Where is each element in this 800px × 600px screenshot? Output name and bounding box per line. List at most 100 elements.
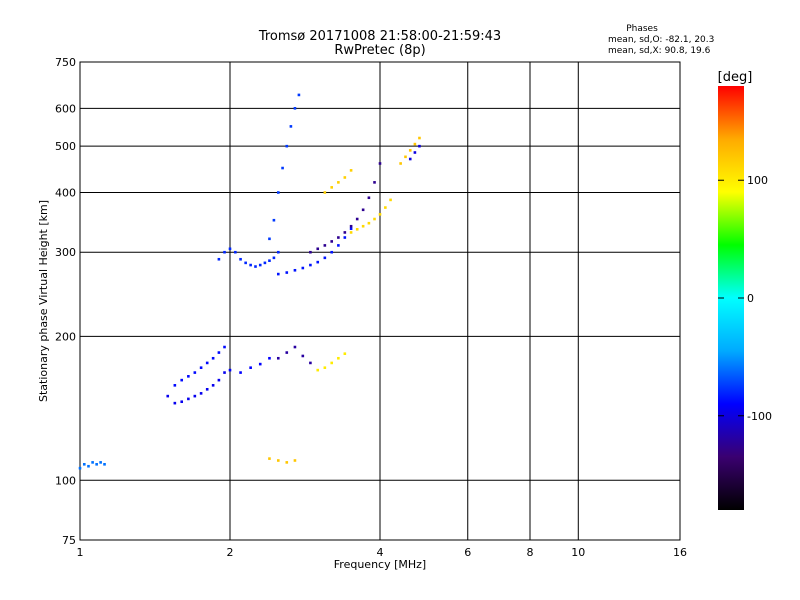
x-tick-label: 16 xyxy=(673,546,687,559)
data-point xyxy=(281,166,284,170)
colorbar-tick-label: 100 xyxy=(747,174,768,187)
x-axis-ticks: 1 2 4 6 8 10 16 xyxy=(77,546,688,559)
data-point xyxy=(349,227,353,230)
data-point xyxy=(193,394,197,398)
data-point xyxy=(268,356,271,360)
data-point xyxy=(217,351,221,354)
data-point xyxy=(293,107,297,110)
y-tick-label: 400 xyxy=(55,186,76,199)
y-tick-label: 75 xyxy=(62,534,76,547)
data-point xyxy=(258,263,262,267)
data-point xyxy=(95,463,98,466)
data-point xyxy=(276,272,280,276)
data-point xyxy=(361,208,365,212)
data-point xyxy=(309,263,312,267)
data-point xyxy=(205,361,209,365)
data-point xyxy=(367,221,371,225)
data-point xyxy=(211,356,215,360)
data-point xyxy=(268,259,271,262)
data-point xyxy=(323,256,327,260)
x-tick-label: 6 xyxy=(464,546,471,559)
data-point xyxy=(239,257,242,261)
data-point xyxy=(187,397,190,401)
data-point xyxy=(349,169,353,172)
data-point xyxy=(408,149,412,152)
data-point xyxy=(276,356,280,360)
y-tick-label: 200 xyxy=(55,330,76,343)
data-point xyxy=(355,217,359,221)
data-point xyxy=(91,461,94,464)
data-point xyxy=(166,394,170,398)
data-point xyxy=(323,191,327,194)
data-point xyxy=(418,144,421,148)
data-point xyxy=(193,371,197,374)
plot-frame xyxy=(79,61,681,541)
data-point xyxy=(78,466,82,470)
x-tick-label: 10 xyxy=(571,546,585,559)
data-point xyxy=(223,250,226,254)
data-point xyxy=(187,375,190,378)
x-tick-label: 2 xyxy=(227,546,234,559)
colorbar-label: [deg] xyxy=(718,70,753,85)
data-point xyxy=(330,186,334,189)
data-point xyxy=(309,361,312,365)
data-point xyxy=(337,236,340,239)
data-point xyxy=(301,266,305,270)
chart-title: Tromsø 20171008 21:58:00-21:59:43 xyxy=(258,29,501,44)
data-point xyxy=(254,265,257,268)
data-point xyxy=(330,240,334,243)
data-point xyxy=(373,181,376,184)
data-point xyxy=(316,247,320,251)
y-axis-ticks: 75 100 200 300 400 500 600 750 xyxy=(55,56,76,547)
data-point xyxy=(285,461,289,464)
data-point xyxy=(276,191,280,194)
data-point xyxy=(293,268,297,272)
data-point xyxy=(285,351,289,354)
data-point xyxy=(343,236,347,239)
data-point xyxy=(384,206,387,209)
data-point xyxy=(349,224,353,228)
phase-stats-x: mean, sd,X: 90.8, 19.6 xyxy=(608,46,711,56)
data-point xyxy=(173,384,177,387)
data-point xyxy=(330,250,334,254)
data-point xyxy=(293,459,297,462)
phase-stats-o: mean, sd,O: -82.1, 20.3 xyxy=(608,35,714,45)
data-point xyxy=(217,378,221,382)
data-point xyxy=(349,231,353,234)
data-point xyxy=(343,352,347,355)
grid-lines xyxy=(80,62,680,540)
data-point xyxy=(199,392,203,395)
data-point xyxy=(289,125,293,128)
data-point xyxy=(361,224,365,228)
data-point xyxy=(268,457,271,460)
data-point xyxy=(180,400,184,404)
data-point xyxy=(355,228,359,231)
data-point xyxy=(309,250,312,254)
data-point xyxy=(82,463,86,466)
data-point xyxy=(297,93,301,97)
data-point xyxy=(323,366,327,369)
data-point xyxy=(276,459,280,462)
data-point xyxy=(211,384,215,387)
data-point xyxy=(99,461,102,464)
data-point xyxy=(337,356,340,360)
y-tick-label: 100 xyxy=(55,474,76,487)
chart-subtitle: RwPretec (8p) xyxy=(334,43,425,58)
data-point xyxy=(301,354,305,358)
data-point xyxy=(272,256,276,260)
data-point xyxy=(249,366,252,369)
data-point xyxy=(378,162,382,165)
data-point xyxy=(408,157,412,161)
data-point xyxy=(268,237,271,241)
data-point xyxy=(217,257,221,261)
y-tick-label: 600 xyxy=(55,102,76,115)
data-point xyxy=(103,463,106,466)
data-point xyxy=(234,250,237,254)
data-point xyxy=(228,247,232,251)
colorbar-tick-label: 0 xyxy=(747,292,754,305)
data-point xyxy=(223,345,226,349)
data-point xyxy=(343,176,347,179)
x-axis-label: Frequency [MHz] xyxy=(334,558,426,571)
y-tick-label: 300 xyxy=(55,246,76,259)
